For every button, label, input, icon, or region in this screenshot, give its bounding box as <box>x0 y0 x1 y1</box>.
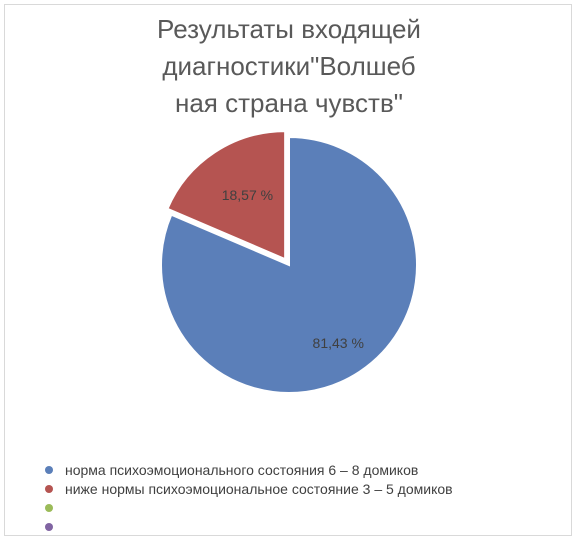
chart-title: Результаты входящей диагностики"Волшеб н… <box>5 11 573 122</box>
legend-item <box>45 498 565 517</box>
legend-marker <box>45 465 53 474</box>
legend-item <box>45 517 565 536</box>
slice-data-label: 18,57 % <box>222 187 273 203</box>
legend-label: ниже нормы психоэмоциональное состояние … <box>65 480 453 497</box>
chart-title-line-2: диагностики"Волшеб <box>162 51 416 81</box>
pie-chart: 81,43 % 18,57 % <box>160 130 418 394</box>
chart-title-line-1: Результаты входящей <box>157 14 421 44</box>
pie-slice <box>166 130 287 261</box>
legend-item: ниже нормы психоэмоциональное состояние … <box>45 479 565 498</box>
chart-title-line-3: ная страна чувств" <box>174 88 403 118</box>
slice-data-label: 81,43 % <box>313 335 364 351</box>
pie-slice <box>160 135 418 394</box>
legend-item: норма психоэмоционального состояния 6 – … <box>45 460 565 479</box>
chart-legend: норма психоэмоционального состояния 6 – … <box>45 460 565 536</box>
chart-frame: Результаты входящей диагностики"Волшеб н… <box>4 4 572 536</box>
legend-marker <box>45 484 53 493</box>
legend-marker <box>45 503 53 512</box>
legend-marker <box>45 522 53 531</box>
legend-label: норма психоэмоционального состояния 6 – … <box>65 461 419 478</box>
